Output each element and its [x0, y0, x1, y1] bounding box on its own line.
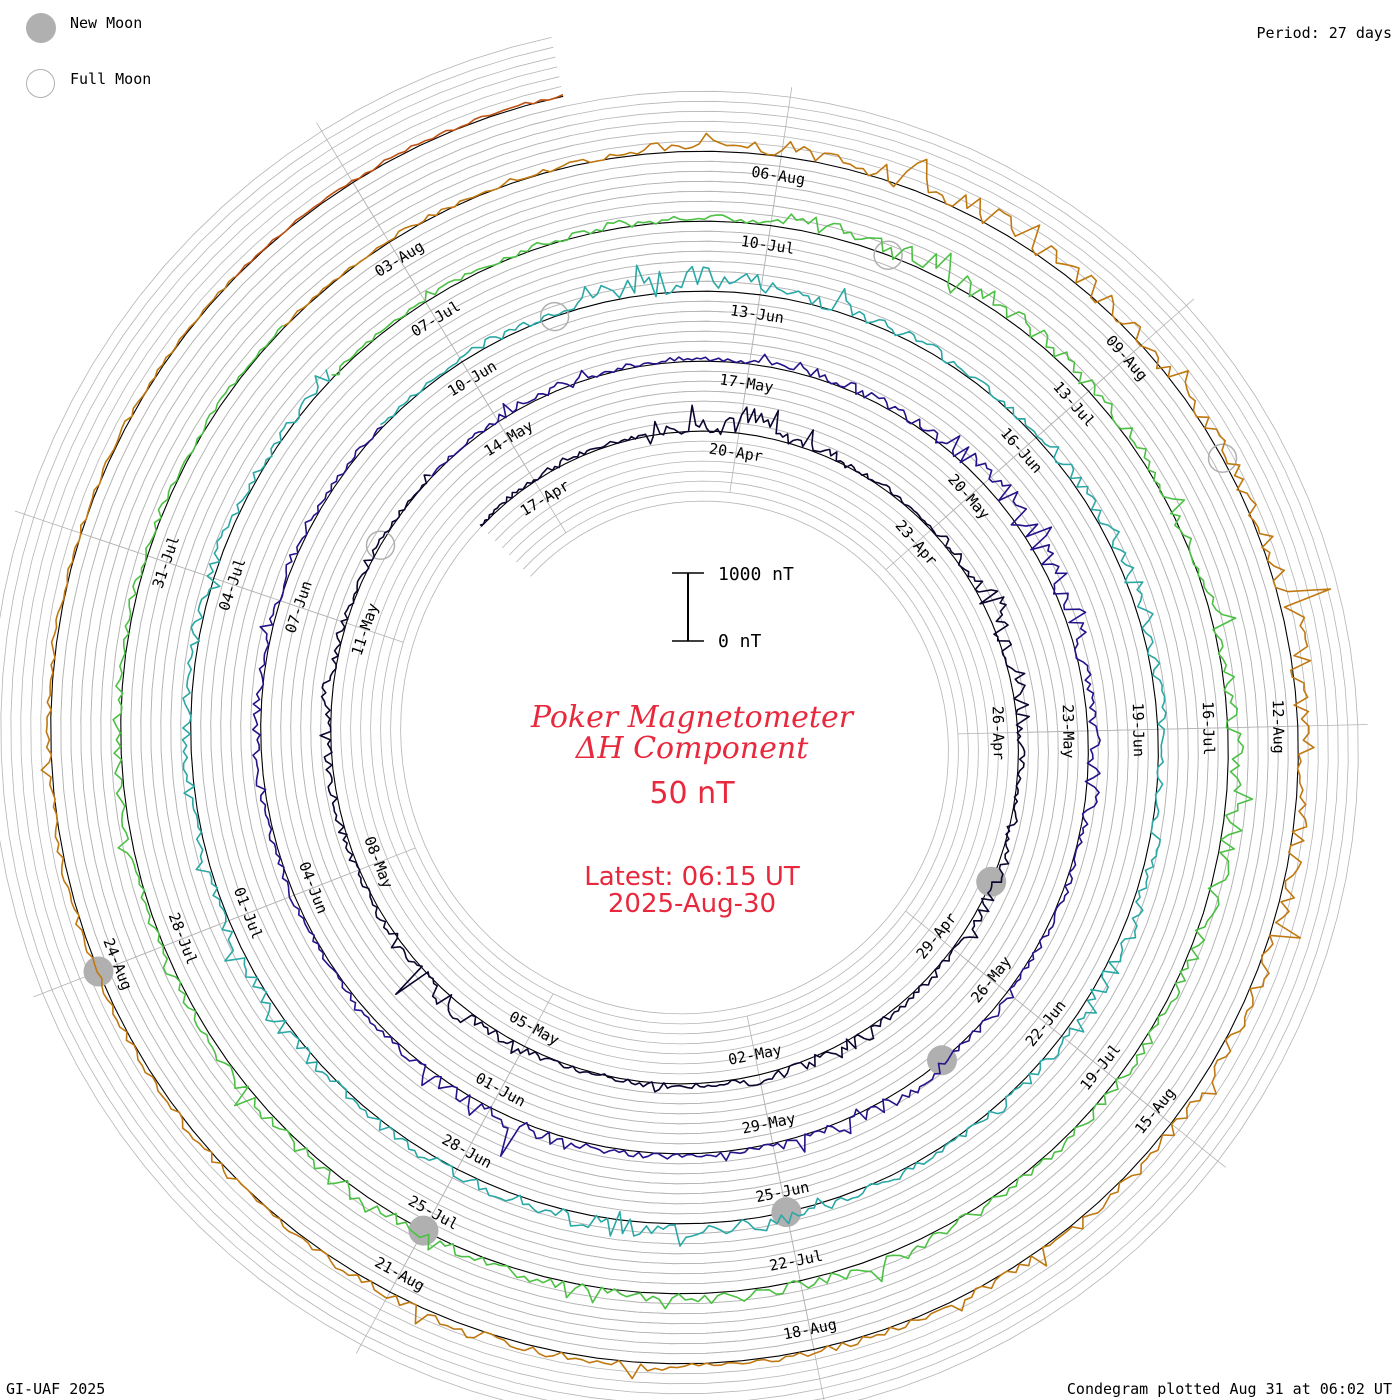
magnetometer-traces: [40, 93, 1332, 1380]
new-moon-legend: [26, 13, 56, 43]
full-moon-legend: [26, 69, 55, 98]
full-moon-marker: [365, 530, 396, 560]
grid-spiral: [70, 115, 1279, 1345]
date-label: 10-Jul: [740, 232, 796, 258]
full-moon-marker: [539, 301, 570, 332]
day-spoke: [14, 510, 139, 553]
date-label: 21-Aug: [372, 1253, 428, 1295]
date-label: 15-Aug: [1131, 1084, 1179, 1138]
date-label: 02-May: [727, 1041, 784, 1069]
scale-top-label: 1000 nT: [718, 564, 794, 585]
date-label: 20-May: [944, 470, 993, 523]
date-label: 23-May: [1059, 704, 1078, 759]
spiral-grid: [0, 37, 1359, 1400]
date-label: 16-Jun: [997, 424, 1046, 477]
date-label: 01-Jul: [230, 885, 266, 942]
day-spoke: [316, 122, 385, 234]
date-label: 06-Aug: [750, 163, 806, 189]
footer-plotted: Condegram plotted Aug 31 at 06:02 UT: [1066, 1380, 1392, 1398]
trace-series-1: [319, 404, 1030, 1093]
full-moon-label: Full Moon: [70, 70, 152, 88]
trace-series-3: [181, 264, 1167, 1247]
date-label: 05-May: [506, 1007, 562, 1049]
day-spoke: [1237, 724, 1368, 728]
date-label: 29-May: [740, 1109, 797, 1137]
new-moon-label: New Moon: [70, 14, 143, 32]
day-spoke: [1095, 298, 1195, 386]
title-line-2: ΔH Component: [575, 731, 809, 766]
date-label: 23-Apr: [892, 517, 941, 570]
title-line-1: Poker Magnetometer: [530, 700, 855, 735]
date-label: 18-Aug: [782, 1315, 839, 1343]
date-label: 13-Jun: [729, 301, 785, 327]
grid-spiral: [90, 135, 1259, 1325]
scale-bar: 1000 nT 0 nT: [672, 564, 794, 652]
new-moon-marker: [408, 1215, 439, 1246]
full-moon-marker: [1207, 443, 1238, 473]
latest-date: 2025-Aug-30: [608, 889, 776, 919]
grid-spiral: [110, 154, 1239, 1305]
day-spoke: [1123, 1085, 1226, 1168]
grid-spiral: [80, 125, 1269, 1335]
full-moon-icon: [26, 69, 55, 98]
date-label: 28-Jun: [439, 1130, 495, 1172]
date-label: 19-Jun: [1129, 702, 1148, 757]
footer-credit: GI-UAF 2025: [6, 1380, 106, 1398]
date-label: 26-Apr: [989, 706, 1008, 761]
day-spoke: [801, 1290, 825, 1400]
day-spokes: [14, 87, 1368, 1400]
day-spoke: [771, 87, 793, 216]
center-title: Poker Magnetometer ΔH Component 50 nT La…: [530, 700, 855, 919]
date-label: 07-Jul: [408, 297, 464, 341]
trace-series-4: [112, 213, 1254, 1310]
latest-time: Latest: 06:15 UT: [584, 862, 800, 892]
moon-markers: [83, 240, 1238, 1246]
trace-series-2: [252, 353, 1101, 1162]
trace-series-5: [40, 132, 1332, 1380]
date-label: 04-Jul: [215, 556, 249, 613]
full-moon-marker: [873, 240, 903, 270]
trace-series-6: [234, 93, 564, 278]
new-moon-icon: [26, 13, 56, 43]
baseline-value: 50 nT: [649, 776, 735, 811]
new-moon-marker: [83, 956, 114, 987]
date-label: 12-Aug: [1269, 699, 1288, 754]
date-label: 07-Jun: [281, 578, 315, 635]
date-label: 09-Aug: [1102, 332, 1151, 385]
date-label: 29-Apr: [913, 909, 961, 963]
date-label: 11-May: [348, 601, 382, 658]
scale-bottom-label: 0 nT: [718, 631, 762, 652]
date-label: 16-Jul: [1199, 701, 1218, 756]
date-label: 22-Jul: [768, 1247, 825, 1275]
date-label: 31-Jul: [149, 533, 183, 590]
period-label: Period: 27 days: [1256, 24, 1392, 42]
grid-spiral: [100, 144, 1249, 1315]
date-label: 03-Aug: [372, 237, 428, 281]
grid-spiral: [60, 105, 1289, 1355]
new-moon-marker: [927, 1045, 957, 1076]
date-label: 13-Jul: [1049, 378, 1098, 431]
date-label: 28-Jul: [165, 910, 201, 967]
day-spoke: [355, 1239, 420, 1354]
